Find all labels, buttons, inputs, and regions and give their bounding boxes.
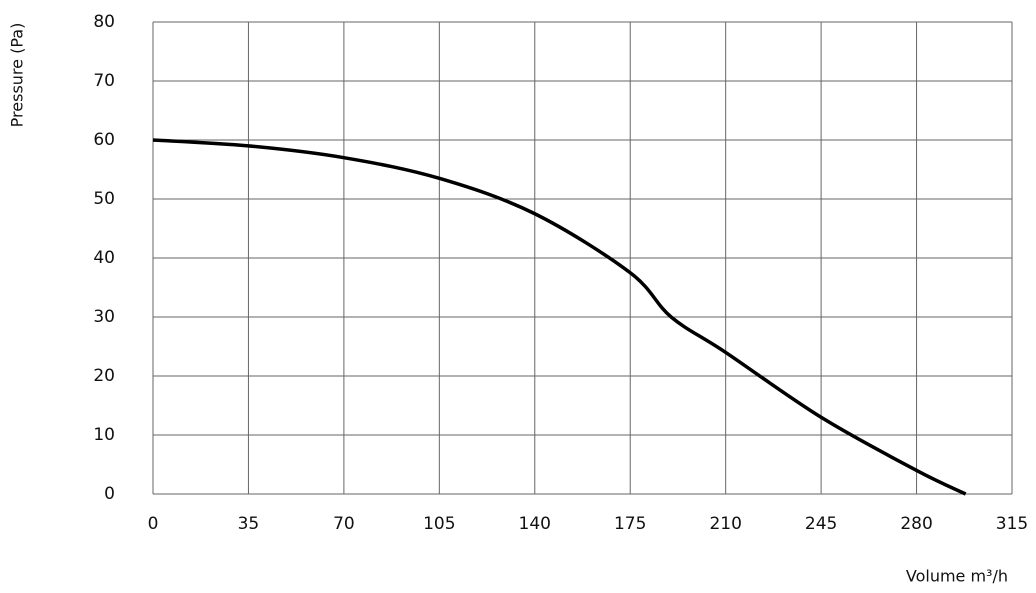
x-tick-label: 315 — [996, 514, 1028, 534]
y-axis-label: Pressure (Pa) — [8, 23, 27, 128]
x-tick-label: 210 — [709, 514, 741, 534]
y-tick-label: 60 — [93, 130, 115, 150]
y-tick-label: 40 — [93, 248, 115, 268]
x-axis-label: Volume m³/h — [906, 567, 1008, 586]
y-tick-label: 30 — [93, 307, 115, 327]
line — [152, 138, 967, 496]
y-tick-label: 20 — [93, 366, 115, 386]
x-tick-label: 280 — [900, 514, 932, 534]
y-tick-label: 50 — [93, 189, 115, 209]
x-tick-label: 105 — [423, 514, 455, 534]
x-tick-label: 140 — [519, 514, 551, 534]
x-tick-label: 0 — [148, 514, 159, 534]
x-tick-label: 70 — [333, 514, 355, 534]
x-tick-label: 245 — [805, 514, 837, 534]
x-tick-label: 175 — [614, 514, 646, 534]
y-tick-label: 10 — [93, 425, 115, 445]
y-tick-label: 0 — [104, 484, 115, 504]
y-tick-label: 70 — [93, 71, 115, 91]
x-tick-label: 35 — [238, 514, 260, 534]
y-tick-label: 80 — [93, 12, 115, 32]
